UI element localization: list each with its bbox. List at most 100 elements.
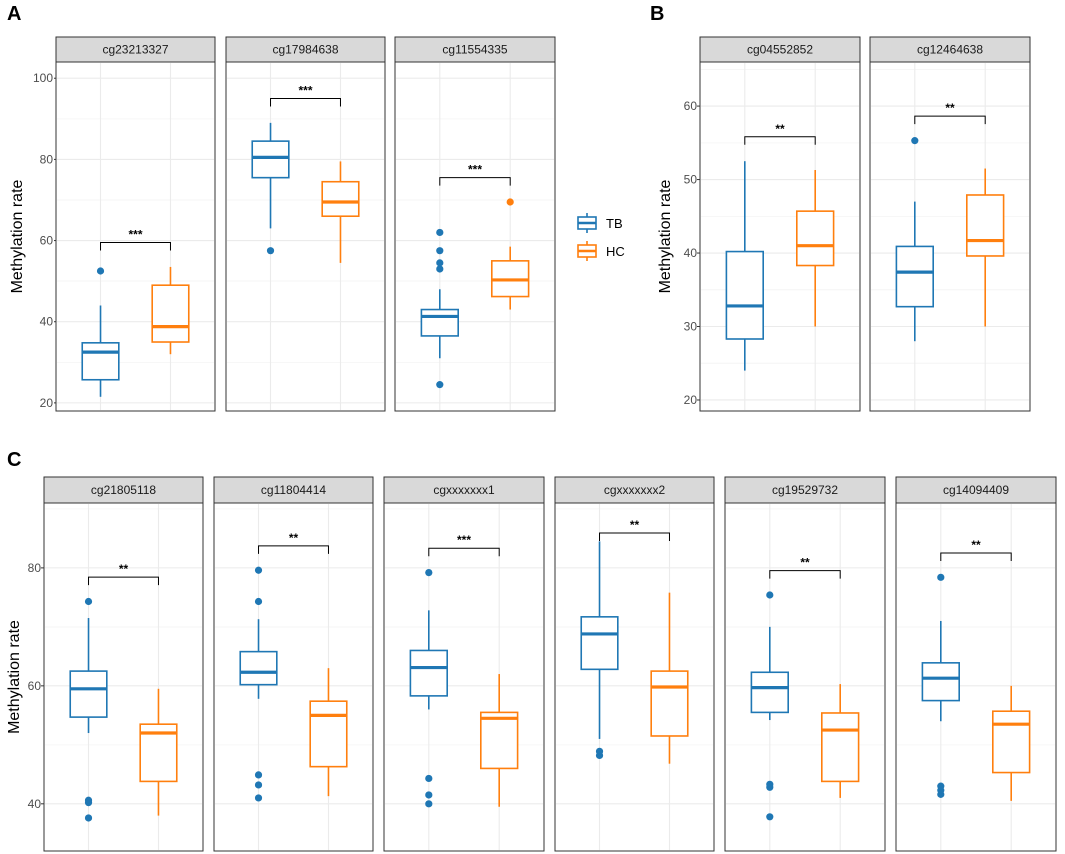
facet-title: cgxxxxxxx2 xyxy=(604,483,666,497)
outlier-point xyxy=(254,597,263,606)
box-hc xyxy=(965,168,1005,327)
facet-strip xyxy=(895,476,1057,504)
significance-bracket xyxy=(100,242,171,251)
y-tick-label: 100 xyxy=(33,71,53,85)
outlier-point xyxy=(425,569,433,577)
facet-cg23213327: cg23213327 *** xyxy=(55,36,216,412)
outlier-point xyxy=(425,791,433,799)
facet-cgxxxxxxx1: cgxxxxxxx1 *** xyxy=(383,476,545,852)
box-tb xyxy=(921,573,961,798)
iqr-box xyxy=(321,180,360,218)
facet-panel xyxy=(394,61,556,412)
facet-strip xyxy=(55,36,216,63)
box-hc xyxy=(139,688,178,816)
box-tb xyxy=(725,161,765,371)
significance-bracket xyxy=(914,115,986,125)
significance-bracket xyxy=(439,177,511,186)
facet-cg21805118: cg21805118 ** xyxy=(43,476,204,852)
outlier-point xyxy=(254,771,263,779)
box-tb xyxy=(69,597,108,822)
y-tick-label: 80 xyxy=(28,561,42,575)
iqr-box xyxy=(750,671,790,714)
outlier-point xyxy=(96,267,105,275)
outlier-point xyxy=(937,782,945,790)
box-tb xyxy=(81,267,120,397)
chart-panel-c: Methylation rate406080cg21805118**cg1180… xyxy=(6,476,1057,852)
facet-title: cg11554335 xyxy=(442,43,508,57)
significance-bracket xyxy=(258,545,329,554)
facet-strip xyxy=(699,36,861,63)
iqr-box xyxy=(895,245,935,308)
outlier-point xyxy=(436,259,444,267)
significance-bracket xyxy=(428,547,500,557)
box-tb xyxy=(750,591,790,821)
iqr-box xyxy=(965,194,1005,257)
iqr-box xyxy=(309,700,348,768)
box-hc xyxy=(650,592,689,764)
outlier-point xyxy=(766,591,774,599)
chart-panel-b: Methylation rate2030405060cg04552852**cg… xyxy=(657,36,1031,412)
y-tick-label: 50 xyxy=(684,173,698,187)
facet-cg11554335: cg11554335 *** xyxy=(394,36,556,412)
y-tick-label: 40 xyxy=(684,246,698,260)
facet-cg11804414: cg11804414 ** xyxy=(213,476,374,852)
outlier-point xyxy=(425,800,433,808)
significance-bracket xyxy=(88,576,159,586)
facet-strip xyxy=(383,476,545,504)
iqr-box xyxy=(921,662,961,702)
facet-strip xyxy=(213,476,374,504)
facet-title: cg21805118 xyxy=(91,483,157,497)
box-hc xyxy=(309,668,348,797)
outlier-point xyxy=(84,796,93,804)
box-hc xyxy=(820,684,860,798)
chart-panel-a: Methylation rate 20 40 60 80 100 cg23213327 ***… xyxy=(9,36,556,412)
iqr-box xyxy=(409,649,448,697)
facet-cg12464638: cg12464638 ** xyxy=(869,36,1031,412)
iqr-box xyxy=(650,670,689,737)
facet-title: cg19529732 xyxy=(772,483,838,497)
facet-title: cgxxxxxxx1 xyxy=(433,483,495,497)
outlier-point xyxy=(436,381,444,389)
panel-letter-a: A xyxy=(7,3,21,25)
box-hc xyxy=(795,170,835,327)
iqr-box xyxy=(151,284,190,343)
facet-cgxxxxxxx2: cgxxxxxxx2 ** xyxy=(554,476,715,852)
significance-label: ** xyxy=(800,556,810,570)
significance-label: *** xyxy=(457,533,471,547)
panel-letter-b: B xyxy=(650,3,664,25)
outlier-point xyxy=(84,814,93,822)
iqr-box xyxy=(81,342,120,381)
box-hc xyxy=(321,161,360,263)
facet-panel xyxy=(43,502,204,852)
box-hc xyxy=(479,674,519,807)
y-axis-label: Methylation rate xyxy=(9,179,26,293)
y-tick-label: 20 xyxy=(40,396,54,410)
y-tick-label: 30 xyxy=(684,320,698,334)
iqr-box xyxy=(420,308,459,337)
facet-strip xyxy=(554,476,715,504)
y-tick-label: 60 xyxy=(684,99,698,113)
outlier-point xyxy=(254,781,263,789)
panel-letter-c: C xyxy=(7,449,21,471)
iqr-box xyxy=(251,140,290,179)
significance-bracket xyxy=(940,552,1012,561)
legend-key-hc xyxy=(577,241,597,261)
facet-title: cg12464638 xyxy=(917,43,983,57)
iqr-box xyxy=(239,650,278,686)
facet-cg17984638: cg17984638 *** xyxy=(225,36,386,412)
y-tick-label: 40 xyxy=(28,797,42,811)
y-axis-label: Methylation rate xyxy=(657,179,674,293)
facet-title: cg11804414 xyxy=(261,483,327,497)
y-axis-label: Methylation rate xyxy=(6,620,23,734)
facet-title: cg14094409 xyxy=(943,483,1009,497)
outlier-point xyxy=(766,780,774,788)
significance-bracket xyxy=(744,136,816,145)
box-tb xyxy=(895,137,935,342)
outlier-point xyxy=(84,597,93,606)
box-tb xyxy=(251,122,290,255)
outlier-point xyxy=(911,137,919,145)
facet-panel xyxy=(554,502,715,852)
significance-bracket xyxy=(270,97,341,107)
significance-bracket xyxy=(769,570,841,579)
legend-key-tb xyxy=(577,213,597,233)
